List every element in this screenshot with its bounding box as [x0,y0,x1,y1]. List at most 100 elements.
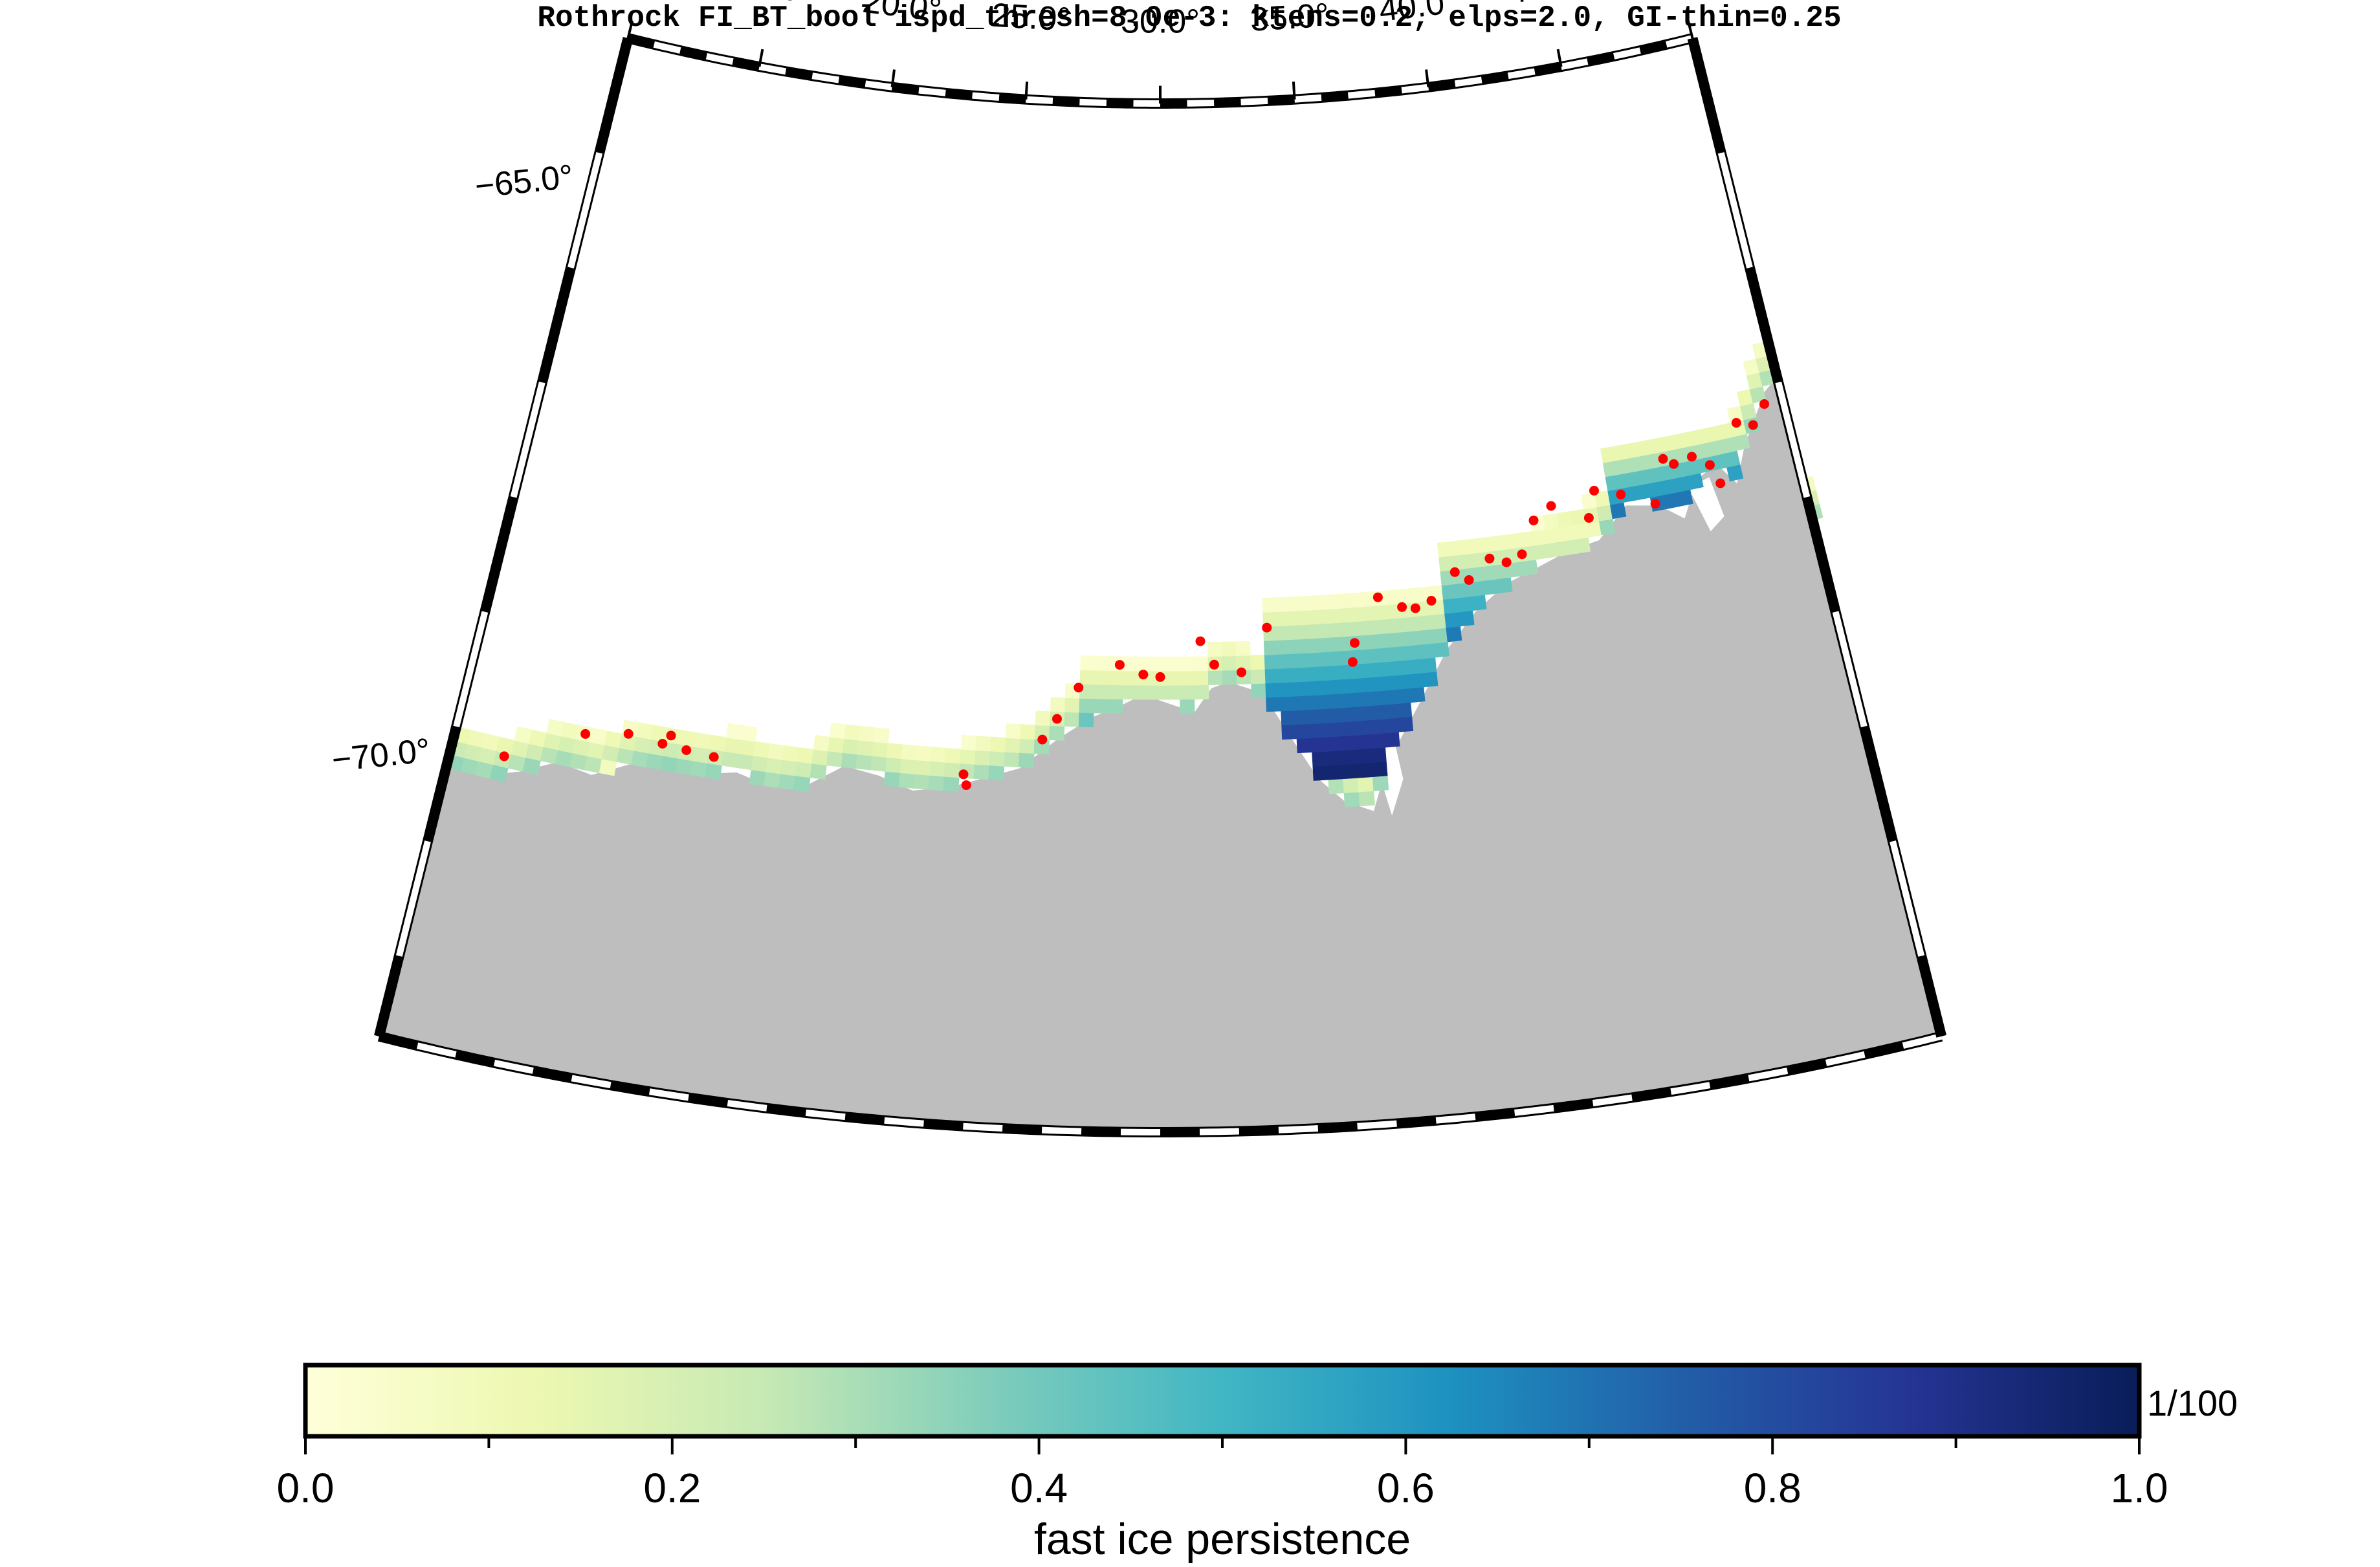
grounded-iceberg-marker-36 [1658,454,1668,464]
ice-cell-299 [1422,671,1438,688]
ice-cell-241 [1358,790,1375,807]
ice-cell-253 [1347,620,1363,637]
ice-cell-54 [722,751,739,768]
frame-segment [567,152,603,268]
ice-cell-129 [1079,670,1096,685]
ice-cell-179 [1281,710,1297,726]
ice-cell-96 [928,774,945,791]
ice-cell-249 [1350,677,1367,694]
colorbar-label: fast ice persistence [1034,1515,1411,1564]
ice-cell-168 [1250,668,1266,685]
ice-cell-298 [1400,587,1416,604]
ice-cell-216 [1325,721,1341,738]
ice-cell-198 [1290,596,1305,612]
ice-cell-104 [960,734,977,751]
ice-cell-248 [1352,691,1368,708]
grounded-iceberg-marker-16 [1209,659,1219,670]
ice-cell-158 [1207,670,1224,685]
lon-tick [626,20,634,39]
frame-segment [1079,98,1107,106]
ice-cell-327 [1466,552,1482,569]
grounded-iceberg-marker-12 [1114,660,1125,670]
grounded-iceberg-marker-35 [1650,499,1660,509]
ice-cell-352 [1574,536,1591,554]
ice-cell-122 [1050,697,1066,712]
ice-cell-207 [1306,652,1323,668]
ice-cell-194 [1292,652,1308,668]
ice-cell-203 [1309,708,1326,725]
ice-cell-137 [1108,670,1123,686]
grounded-iceberg-marker-5 [681,745,692,755]
grounded-iceberg-marker-10 [1052,714,1062,724]
ice-cell-77 [829,722,846,740]
ice-cell-166 [1235,641,1251,657]
grounded-iceberg-marker-21 [1372,592,1383,602]
ice-cell-23 [560,721,579,740]
ice-cell-127 [1079,697,1095,714]
ice-cell-351 [1556,510,1573,528]
ice-cell-359 [1596,504,1613,521]
ice-cell-188 [1296,738,1313,754]
ice-cell-91 [899,758,917,774]
frame-segment [1278,1125,1319,1134]
ice-cell-330 [1481,564,1497,582]
ice-cell-142 [1136,685,1152,700]
ice-cell-135 [1107,698,1123,714]
ice-cell-235 [1336,664,1352,680]
ice-cell-211 [1303,595,1319,611]
ice-cell-353 [1572,523,1589,540]
ice-cell-107 [975,736,992,752]
colorbar-tick-label: 0.2 [643,1465,701,1511]
ice-cell-105 [973,764,990,780]
ice-cell-186 [1276,611,1292,627]
ice-cell-242 [1358,776,1374,793]
frame-segment [1187,100,1215,107]
ice-cell-160 [1207,641,1223,657]
ice-cell-90 [898,773,916,789]
ice-cell-277 [1376,632,1392,649]
ice-cell-221 [1320,651,1337,667]
ice-cell-265 [1363,648,1379,664]
ice-cell-174 [1263,640,1279,655]
ice-cell-178 [1281,724,1297,740]
ice-cell-64 [766,757,783,774]
ice-cell-29 [589,728,608,745]
colorbar-ticks: 0.0 0.2 0.4 0.6 0.8 1.0 [277,1436,2168,1511]
ice-cell-165 [1236,655,1251,671]
grounded-iceberg-marker-2 [623,729,634,739]
ice-cell-282 [1396,702,1413,719]
frame-segment [1435,1113,1476,1124]
ice-cell-230 [1340,735,1356,751]
ice-cell-131 [1093,698,1109,714]
ice-cell-266 [1361,633,1378,650]
ice-cell-205 [1308,680,1324,696]
ice-cell-306 [1433,641,1449,658]
ice-cell-144 [1137,656,1152,672]
ice-cell-187 [1275,597,1292,613]
frame-segment [1347,89,1376,99]
frame-segment [884,1117,924,1127]
ice-cell-213 [1327,764,1344,780]
grounded-iceberg-marker-8 [961,780,971,791]
lon-tick [890,69,896,87]
ice-cell-149 [1165,670,1180,686]
ice-cell-273 [1380,689,1397,705]
ice-cell-319 [1457,596,1473,613]
ice-cell-173 [1264,653,1280,670]
grounded-iceberg-marker-1 [580,729,591,739]
ice-cell-243 [1356,762,1373,778]
ice-cell-272 [1381,703,1398,719]
frame-segment [1890,840,1925,957]
ice-cell-156 [1193,670,1209,686]
colorbar-ramp [303,1363,2142,1439]
frame-segment [1775,381,1811,498]
ice-cell-223 [1319,622,1335,639]
ice-cell-120 [1049,725,1065,741]
ice-cell-258 [1370,747,1387,763]
frame-segment [1717,152,1753,268]
ice-cell-264 [1363,662,1380,678]
ice-cell-195 [1292,638,1308,654]
ice-cell-59 [740,725,758,742]
ice-cell-295 [1404,630,1420,646]
